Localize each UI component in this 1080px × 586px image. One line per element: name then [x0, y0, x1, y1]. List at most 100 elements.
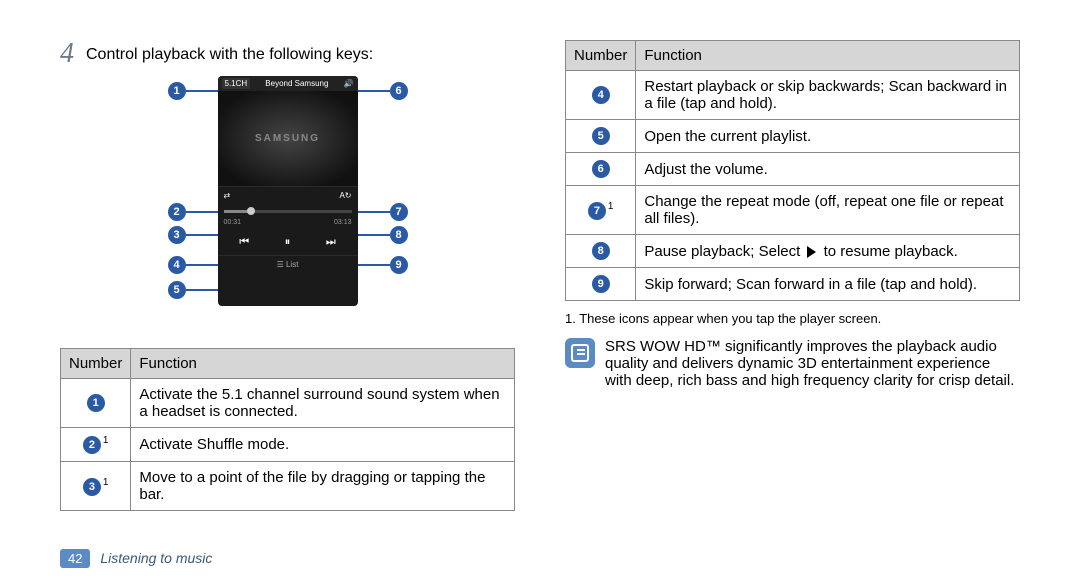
phone-mockup: 5.1CH Beyond Samsung 🔊 SAMSUNG ⇄ A↻	[218, 76, 358, 306]
note-icon	[565, 338, 595, 368]
callout-2: 2	[168, 203, 226, 221]
phone-album-art: SAMSUNG	[218, 91, 358, 186]
callout-num-3: 3	[168, 226, 186, 244]
footnote-sup: 1	[103, 435, 109, 446]
phone-mode-row: ⇄ A↻	[218, 186, 358, 204]
callout-num-9: 9	[390, 256, 408, 274]
right-function-table: Number Function 4 Restart playback or sk…	[565, 40, 1020, 301]
table-row: 21 Activate Shuffle mode.	[61, 428, 515, 462]
play-triangle-icon	[807, 246, 816, 258]
row-function-cell: Change the repeat mode (off, repeat one …	[636, 186, 1020, 235]
row-number-cell: 8	[566, 235, 636, 268]
num-circle-1: 1	[87, 394, 105, 412]
table-row: 1 Activate the 5.1 channel surround soun…	[61, 379, 515, 428]
num-circle-8: 8	[592, 242, 610, 260]
row-function-cell: Restart playback or skip backwards; Scan…	[636, 71, 1020, 120]
badge-51ch: 5.1CH	[222, 78, 251, 89]
col-number: Number	[61, 349, 131, 379]
time-elapsed: 00:31	[224, 219, 242, 226]
num-circle-5: 5	[592, 127, 610, 145]
page-footer: 42 Listening to music	[60, 550, 212, 566]
step-text: Control playback with the following keys…	[86, 40, 373, 64]
phone-diagram: 1 2 3 4 5 6	[168, 76, 408, 336]
row-number-cell: 5	[566, 120, 636, 153]
phone-progress	[218, 204, 358, 219]
album-text: SAMSUNG	[255, 133, 320, 144]
volume-icon: 🔊	[344, 79, 354, 88]
table-row: 6 Adjust the volume.	[566, 153, 1020, 186]
table-row: 4 Restart playback or skip backwards; Sc…	[566, 71, 1020, 120]
row8-pre: Pause playback; Select	[644, 243, 804, 260]
row-function-cell: Adjust the volume.	[636, 153, 1020, 186]
col-number: Number	[566, 41, 636, 71]
footnote-sup: 1	[608, 201, 614, 212]
row-function-cell: Open the current playlist.	[636, 120, 1020, 153]
table-row: 8 Pause playback; Select to resume playb…	[566, 235, 1020, 268]
right-column: Number Function 4 Restart playback or sk…	[565, 40, 1020, 511]
callout-num-6: 6	[390, 82, 408, 100]
phone-header: 5.1CH Beyond Samsung 🔊	[218, 76, 358, 91]
row-number-cell: 31	[61, 462, 131, 511]
row-function-cell: Activate Shuffle mode.	[131, 428, 515, 462]
phone-controls: ⏮ ⏸ ⏭	[218, 230, 358, 255]
play-icon: ⏸	[285, 236, 291, 249]
page-columns: 4 Control playback with the following ke…	[60, 40, 1020, 511]
note-row: SRS WOW HD™ significantly improves the p…	[565, 338, 1020, 389]
num-circle-4: 4	[592, 86, 610, 104]
table-row: 31 Move to a point of the file by draggi…	[61, 462, 515, 511]
phone-list-button: ☰ List	[218, 255, 358, 273]
num-circle-6: 6	[592, 160, 610, 178]
callout-num-5: 5	[168, 281, 186, 299]
callout-7: 7	[350, 203, 408, 221]
callout-num-8: 8	[390, 226, 408, 244]
note-icon-inner	[571, 344, 589, 362]
callout-1: 1	[168, 82, 226, 100]
left-column: 4 Control playback with the following ke…	[60, 40, 515, 511]
row-number-cell: 4	[566, 71, 636, 120]
callout-num-1: 1	[168, 82, 186, 100]
repeat-icon: A↻	[339, 191, 351, 200]
col-function: Function	[131, 349, 515, 379]
row8-post: to resume playback.	[819, 243, 957, 260]
left-function-table: Number Function 1 Activate the 5.1 chann…	[60, 348, 515, 511]
phone-title: Beyond Samsung	[265, 79, 328, 88]
num-circle-2: 2	[83, 436, 101, 454]
prev-icon: ⏮	[239, 236, 249, 249]
row-function-cell: Move to a point of the file by dragging …	[131, 462, 515, 511]
footnote-sup: 1	[103, 477, 109, 488]
callout-num-4: 4	[168, 256, 186, 274]
next-icon: ⏭	[326, 236, 336, 249]
phone-times: 00:31 03:13	[218, 219, 358, 230]
num-circle-9: 9	[592, 275, 610, 293]
progress-knob	[247, 207, 255, 215]
time-total: 03:13	[334, 219, 352, 226]
callout-6: 6	[350, 82, 408, 100]
row-function-cell: Pause playback; Select to resume playbac…	[636, 235, 1020, 268]
section-title: Listening to music	[100, 550, 212, 566]
col-function: Function	[636, 41, 1020, 71]
row-number-cell: 71	[566, 186, 636, 235]
table-header-row: Number Function	[566, 41, 1020, 71]
callout-num-2: 2	[168, 203, 186, 221]
num-circle-3: 3	[83, 478, 101, 496]
progress-fill	[224, 210, 250, 213]
table-row: 9 Skip forward; Scan forward in a file (…	[566, 268, 1020, 301]
row-number-cell: 1	[61, 379, 131, 428]
num-circle-7: 7	[588, 202, 606, 220]
row-function-cell: Skip forward; Scan forward in a file (ta…	[636, 268, 1020, 301]
shuffle-icon: ⇄	[224, 191, 231, 200]
row-number-cell: 21	[61, 428, 131, 462]
table-row: 5 Open the current playlist.	[566, 120, 1020, 153]
step-number: 4	[60, 40, 74, 68]
progress-bar	[224, 210, 352, 213]
step-row: 4 Control playback with the following ke…	[60, 40, 515, 68]
footnote-text: 1. These icons appear when you tap the p…	[565, 311, 1020, 326]
note-text: SRS WOW HD™ significantly improves the p…	[605, 338, 1020, 389]
row-function-cell: Activate the 5.1 channel surround sound …	[131, 379, 515, 428]
table-header-row: Number Function	[61, 349, 515, 379]
row-number-cell: 6	[566, 153, 636, 186]
callout-num-7: 7	[390, 203, 408, 221]
table-row: 71 Change the repeat mode (off, repeat o…	[566, 186, 1020, 235]
page-number: 42	[60, 549, 90, 568]
row-number-cell: 9	[566, 268, 636, 301]
